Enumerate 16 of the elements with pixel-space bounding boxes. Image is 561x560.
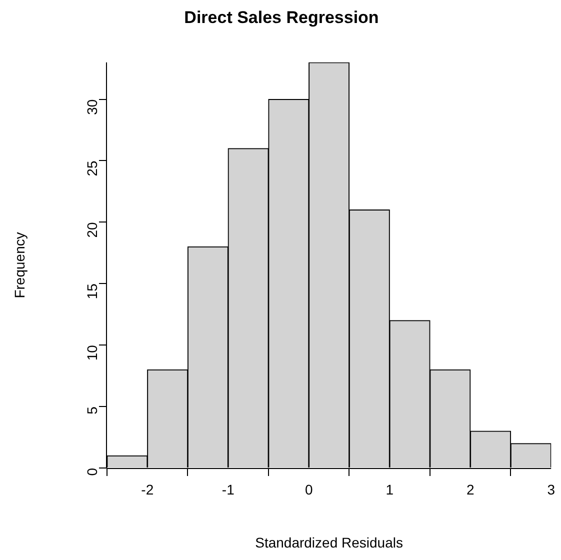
x-tick-label: 3 — [547, 481, 556, 498]
y-tick-label: 20 — [84, 222, 100, 238]
chart-title: Direct Sales Regression — [184, 8, 379, 27]
y-tick-label: 15 — [84, 283, 100, 300]
x-tick-label: 2 — [466, 481, 474, 498]
x-axis-title: Standardized Residuals — [255, 534, 403, 550]
y-tick-label: 10 — [84, 344, 100, 361]
y-axis-title: Frequency — [11, 232, 28, 298]
x-tick-label: 1 — [386, 481, 394, 498]
x-tick-label: 0 — [304, 481, 313, 498]
x-tick-label: -2 — [141, 481, 154, 498]
y-tick-label: 30 — [84, 99, 100, 115]
x-tick-label: -1 — [222, 481, 235, 498]
y-tick-label: 0 — [84, 468, 100, 476]
y-tick-label: 5 — [84, 406, 100, 414]
y-tick-label: 25 — [84, 160, 100, 176]
